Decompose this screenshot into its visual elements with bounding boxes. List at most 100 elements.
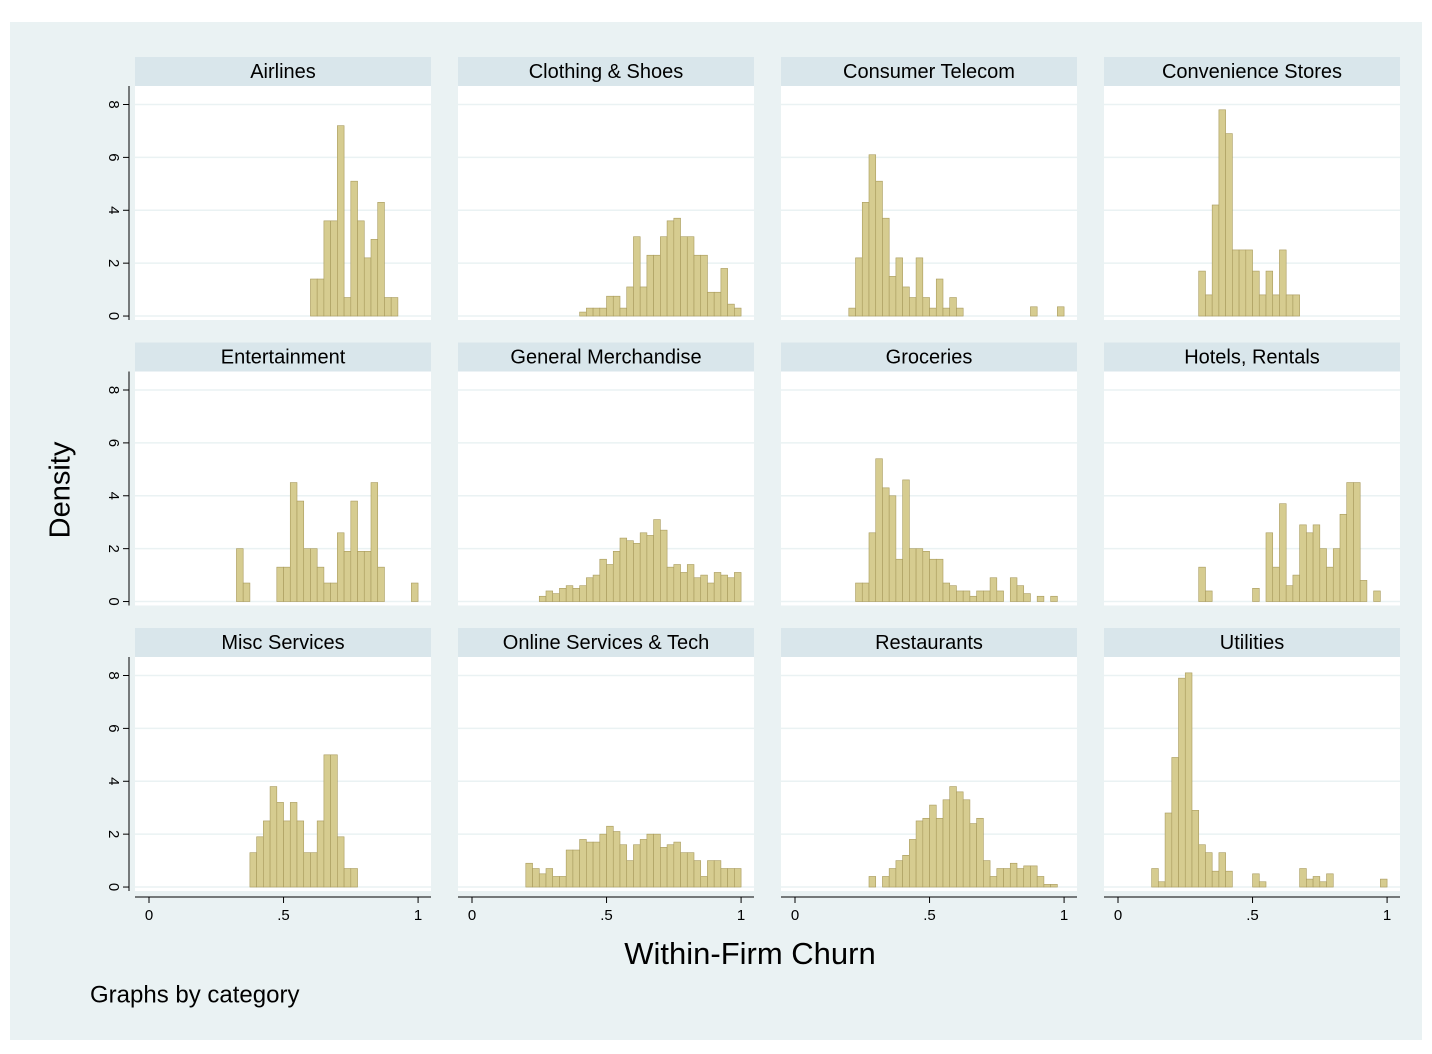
panel: Online Services & Tech 0 .5 1 <box>458 628 754 924</box>
histogram-bar <box>363 550 372 602</box>
histogram-bar <box>357 550 365 602</box>
histogram-bar <box>1050 595 1058 602</box>
histogram-bar <box>962 590 971 602</box>
panel-header <box>458 628 754 657</box>
histogram-bar <box>310 278 318 317</box>
panel-title: Misc Services <box>221 632 344 654</box>
histogram-bar <box>1285 585 1294 602</box>
histogram-bar <box>283 566 291 602</box>
histogram-bar <box>929 558 937 602</box>
histogram-bar <box>276 566 284 602</box>
histogram-bar <box>411 582 419 602</box>
histogram-bar <box>599 833 607 888</box>
histogram-bar <box>956 791 964 888</box>
histogram-bar <box>1306 878 1314 888</box>
histogram-bar <box>660 529 668 602</box>
histogram-bar <box>929 307 937 317</box>
histogram-bar <box>1292 574 1300 602</box>
histogram-bar <box>565 849 574 888</box>
histogram-bar <box>559 588 567 602</box>
histogram-bar <box>942 582 951 602</box>
histogram-bar <box>337 836 345 888</box>
histogram-bar <box>720 868 728 888</box>
histogram-bar <box>700 574 708 602</box>
histogram-bar <box>734 307 742 317</box>
histogram-bar <box>895 558 903 602</box>
histogram-bar <box>1380 878 1388 888</box>
histogram-bar <box>895 257 903 317</box>
histogram-bar <box>983 860 991 888</box>
panel-title: Groceries <box>886 346 973 368</box>
histogram-bar <box>727 577 735 602</box>
histogram-bar <box>1238 249 1247 317</box>
histogram-bar <box>653 519 661 602</box>
histogram-bar <box>538 873 547 888</box>
histogram-bar <box>1023 865 1031 888</box>
panel-header <box>135 628 431 657</box>
histogram-bar <box>713 291 722 317</box>
histogram-bar <box>646 833 654 888</box>
histogram-bar <box>323 220 331 317</box>
histogram-bar <box>1252 588 1260 602</box>
histogram-bar <box>377 202 385 317</box>
histogram-bar <box>976 590 984 602</box>
histogram-bar <box>1326 873 1334 888</box>
histogram-bar <box>929 804 937 888</box>
histogram-bar <box>673 841 681 888</box>
histogram-bar <box>633 236 641 317</box>
histogram-bar <box>316 820 325 888</box>
histogram-bar <box>612 550 621 602</box>
histogram-bar <box>1245 249 1253 317</box>
histogram-bar <box>855 257 863 317</box>
histogram-bar <box>1306 532 1314 602</box>
histogram-bar <box>330 220 338 317</box>
histogram-bar <box>1272 566 1280 602</box>
y-tick-label: 8 <box>105 386 122 394</box>
histogram-bar <box>673 217 681 317</box>
histogram-bar <box>303 548 311 602</box>
histogram-bar <box>660 236 668 317</box>
histogram-bar <box>1158 881 1166 888</box>
x-tick-label: 0 <box>145 907 153 924</box>
histogram-bar <box>343 868 352 888</box>
histogram-bar <box>727 303 735 317</box>
histogram-bar <box>545 868 554 888</box>
histogram-bar <box>330 754 338 888</box>
histogram-bar <box>1265 532 1274 602</box>
histogram-bar <box>996 868 1004 888</box>
histogram-bar <box>909 839 917 888</box>
histogram-bar <box>734 572 742 602</box>
panel-header <box>135 342 431 372</box>
panel-title: Convenience Stores <box>1162 61 1342 83</box>
histogram-bar <box>956 590 964 602</box>
histogram-bar <box>1036 876 1045 888</box>
note: Graphs by category <box>90 981 299 1008</box>
histogram-bar <box>599 558 607 602</box>
histogram-bar <box>1211 204 1220 317</box>
histogram-bar <box>579 839 587 888</box>
histogram-bar <box>693 860 702 888</box>
panel-title: Restaurants <box>875 632 983 654</box>
x-tick-label: 1 <box>1060 907 1068 924</box>
histogram-bar <box>1009 862 1018 888</box>
histogram-bar <box>727 868 735 888</box>
panel: Airlines 0 2 4 6 8 <box>105 57 431 320</box>
histogram-bar <box>922 550 930 602</box>
histogram-bar <box>956 307 964 317</box>
histogram-bar <box>1225 870 1233 888</box>
histogram-bar <box>680 852 688 888</box>
histogram-bar <box>350 180 358 317</box>
histogram-bar <box>935 558 944 602</box>
histogram-bar <box>1198 844 1206 888</box>
panel-title: Clothing & Shoes <box>529 61 684 83</box>
histogram-bar <box>256 836 264 888</box>
histogram-bar <box>1151 868 1159 888</box>
histogram-bar <box>868 876 877 888</box>
histogram-bar <box>370 482 379 602</box>
histogram-bar <box>572 849 580 888</box>
histogram-bar <box>1191 810 1200 888</box>
histogram-bar <box>969 823 977 888</box>
histogram-bar <box>888 276 897 317</box>
y-tick-label: 6 <box>105 439 122 447</box>
